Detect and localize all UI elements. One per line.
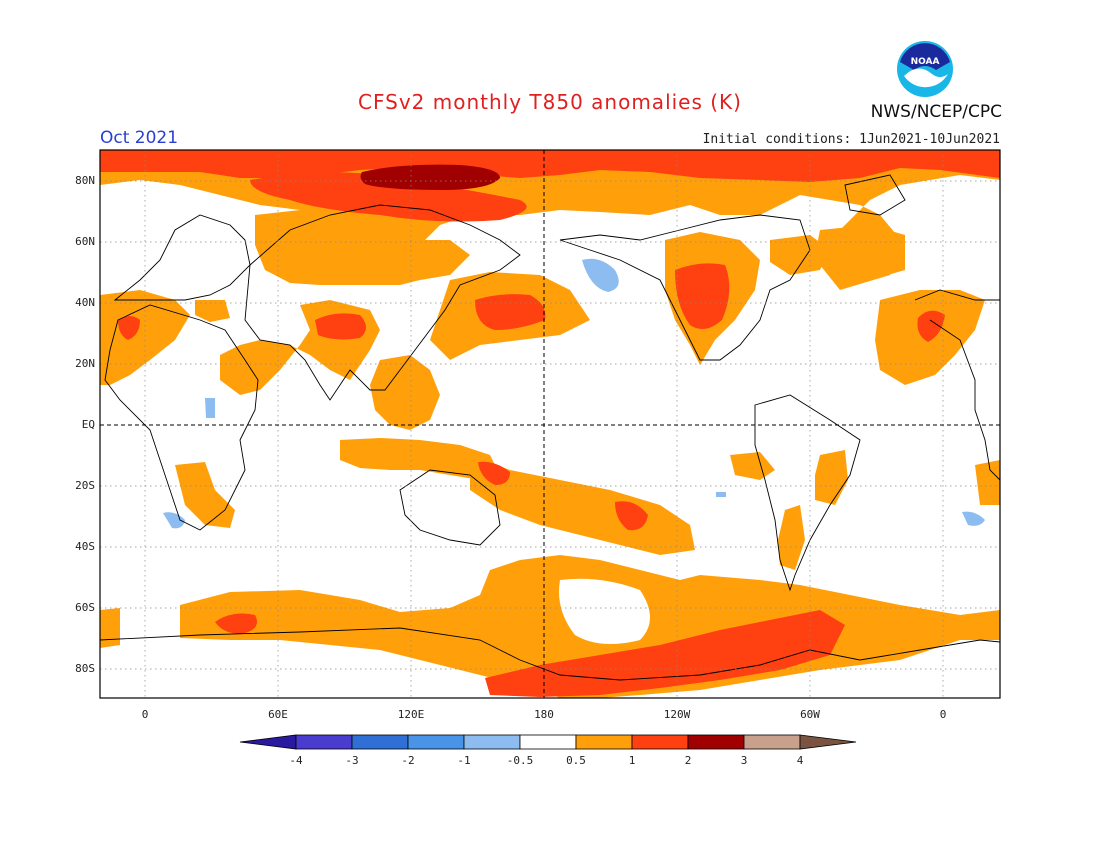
colorbar-tick-m05: -0.5 <box>506 754 534 767</box>
anomaly-europe-strong <box>118 316 140 340</box>
anomaly-south-atlantic <box>815 450 848 505</box>
noaa-logo-text: NOAA <box>911 57 940 67</box>
anomaly-west-edge-south <box>100 608 120 648</box>
anomaly-central-asia-strong <box>315 313 366 340</box>
lat-label-eq: EQ <box>81 418 95 431</box>
coastlines <box>100 174 1000 681</box>
colorbar-swatch <box>575 734 633 750</box>
lat-label-40n: 40N <box>75 296 95 309</box>
colorbar-tick-m4: -4 <box>289 754 303 767</box>
lon-label-180: 180 <box>534 708 554 721</box>
colorbar-tick-m3: -3 <box>345 754 359 767</box>
lon-label-0-west: 0 <box>141 708 149 721</box>
anomaly-south-indian-strong <box>215 613 258 634</box>
anomaly-south-america-west <box>778 505 805 570</box>
anomaly-negative-south-atlantic <box>962 511 985 526</box>
anomaly-europe <box>100 290 190 385</box>
colorbar-tick-p05: 0.5 <box>566 754 586 767</box>
organization-label: NWS/NCEP/CPC <box>870 102 1002 122</box>
colorbar-swatch <box>743 734 801 750</box>
colorbar-arrow-low <box>239 734 297 750</box>
colorbar-swatch <box>519 734 577 750</box>
anomaly-negative-gulf-alaska <box>582 258 619 292</box>
lat-label-20s: 20S <box>75 479 95 492</box>
anomaly-south-pacific-strong-a <box>478 461 510 485</box>
map-title: CFSv2 monthly T850 anomalies (K) <box>358 90 742 114</box>
anomaly-negative-se-pacific <box>716 492 726 497</box>
colorbar-tick-m2: -2 <box>401 754 415 767</box>
colorbar <box>239 734 857 750</box>
colorbar-swatch <box>687 734 745 750</box>
anomaly-southern-africa <box>175 462 235 528</box>
colorbar-swatch <box>463 734 521 750</box>
anomaly-southern-ocean-gap <box>559 578 650 644</box>
anomaly-negative-south-africa <box>163 512 185 529</box>
lon-label-120e: 120E <box>397 708 425 721</box>
lat-label-60s: 60S <box>75 601 95 614</box>
anomaly-indian-ocean <box>340 438 500 480</box>
anomaly-far-east-atl-south <box>975 460 1000 505</box>
lat-label-40s: 40S <box>75 540 95 553</box>
colorbar-swatch <box>295 734 353 750</box>
lat-label-60n: 60N <box>75 235 95 248</box>
initial-conditions: Initial conditions: 1Jun2021-10Jun2021 <box>702 132 1000 147</box>
anomaly-north-america-strong <box>675 263 730 329</box>
lat-label-80s: 80S <box>75 662 95 675</box>
lat-label-20n: 20N <box>75 357 95 370</box>
map-frame <box>99 149 1001 699</box>
lat-label-80n: 80N <box>75 174 95 187</box>
anomaly-south-pacific-band <box>470 455 695 555</box>
anomaly-negative-east-africa <box>205 398 215 418</box>
lon-label-120w: 120W <box>663 708 691 721</box>
anomaly-arctic-red <box>250 172 527 222</box>
colorbar-swatch <box>351 734 409 750</box>
colorbar-arrow-high <box>799 734 857 750</box>
anomaly-se-asia <box>370 355 440 430</box>
colorbar-swatch <box>631 734 689 750</box>
anomaly-south-america <box>730 452 775 480</box>
anomaly-north-pacific-strong <box>475 294 546 330</box>
forecast-month: Oct 2021 <box>100 128 179 148</box>
anomaly-south-pacific-strong-b <box>615 501 648 531</box>
colorbar-tick-p3: 3 <box>740 754 748 767</box>
anomaly-east-atlantic-strong <box>917 310 945 342</box>
colorbar-swatch <box>407 734 465 750</box>
anomaly-mediterranean <box>195 300 230 322</box>
colorbar-tick-p1: 1 <box>628 754 636 767</box>
colorbar-tick-p2: 2 <box>684 754 692 767</box>
graticule <box>100 150 1000 698</box>
anomaly-antarctic-strong <box>485 610 845 697</box>
lon-label-60w: 60W <box>800 708 820 721</box>
noaa-logo: NOAA <box>897 41 953 97</box>
reference-lines <box>100 150 1000 698</box>
anomaly-canada <box>770 235 830 275</box>
anomaly-arctic-dark <box>360 164 500 190</box>
colorbar-tick-m1: -1 <box>457 754 471 767</box>
anomaly-eurasia <box>255 210 470 285</box>
lon-label-60e: 60E <box>268 708 288 721</box>
anomaly-north-atlantic <box>815 225 905 280</box>
lon-label-0-east: 0 <box>939 708 947 721</box>
colorbar-tick-p4: 4 <box>796 754 804 767</box>
